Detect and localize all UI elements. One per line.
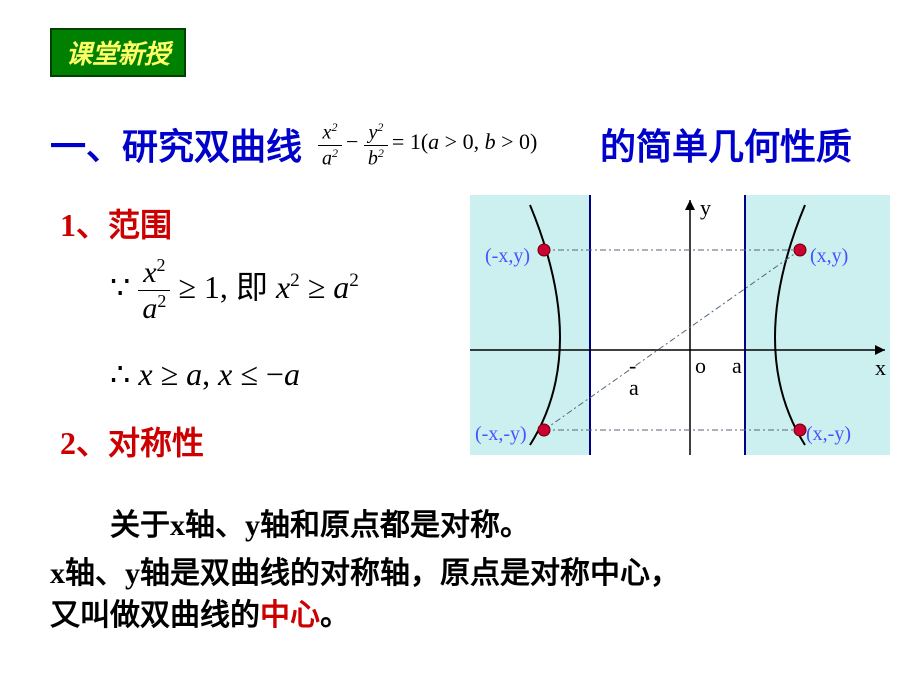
x-axis-label: x: [875, 355, 886, 381]
neg-a-label-2: a: [629, 375, 639, 401]
title-prefix: 一、研究双曲线: [50, 127, 302, 167]
point-label-xy: (x,y): [810, 245, 848, 268]
title-suffix: 的简单几何性质: [600, 118, 852, 170]
center-statement-1: x轴、y轴是双曲线的对称轴，原点是对称中心，: [50, 548, 680, 592]
point-label-xny: (x,-y): [806, 423, 851, 446]
center-suffix: 。: [320, 599, 350, 632]
origin-label: o: [695, 353, 706, 379]
lesson-badge: 课堂新授: [50, 28, 186, 77]
section-title: 一、研究双曲线: [50, 118, 302, 170]
point-label-nxy: (-x,y): [485, 245, 530, 268]
hyperbola-equation: x2 a2 − y2 b2 = 1(a > 0, b > 0): [318, 120, 537, 170]
center-prefix: 又叫做双曲线的: [50, 599, 260, 632]
center-keyword: 中心: [260, 599, 320, 632]
a-label: a: [732, 353, 742, 379]
point-label-nxny: (-x,-y): [475, 423, 527, 446]
section1-label: 1、范围: [60, 200, 172, 246]
chart-svg: [470, 195, 890, 455]
center-statement-2: 又叫做双曲线的中心。: [50, 590, 350, 634]
y-axis-label: y: [700, 195, 711, 221]
range-derivation-1: ∵ x2 a2 ≥ 1, 即 x2 ≥ a2: [110, 255, 359, 326]
hyperbola-chart: y x o a - a (-x,y) (x,y) (-x,-y) (x,-y): [470, 195, 890, 475]
symmetry-statement: 关于x轴、y轴和原点都是对称。: [110, 500, 530, 544]
range-derivation-2: ∴ x ≥ a, x ≤ −a: [110, 355, 300, 393]
section2-label: 2、对称性: [60, 418, 204, 464]
